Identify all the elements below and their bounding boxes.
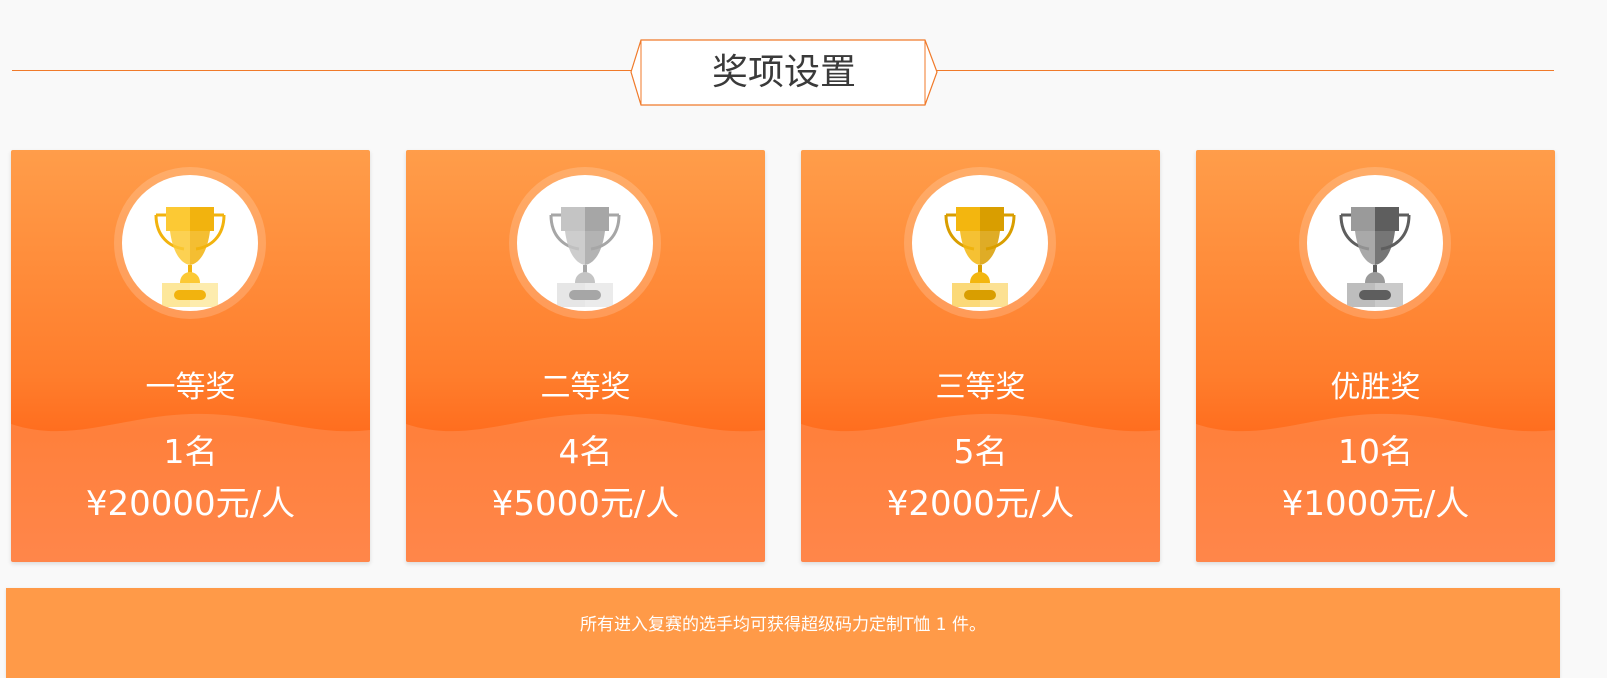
title-frame (630, 39, 938, 106)
prize-card: 二等奖 4名 ¥5000元/人 (406, 150, 765, 562)
prize-amount: ¥1000元/人 (1281, 484, 1470, 524)
section-title: 奖项设置 (711, 52, 856, 93)
prize-title: 二等奖 (540, 370, 631, 405)
prize-amount: ¥2000元/人 (886, 484, 1075, 524)
section-title-box: 奖项设置 (628, 39, 940, 106)
prize-count: 1名 (163, 432, 218, 471)
prize-count: 10名 (1338, 432, 1413, 471)
prize-card: 一等奖 1名 ¥20000元/人 (11, 150, 370, 562)
gray-trophy-icon (1339, 207, 1411, 307)
wave-decoration (1196, 413, 1555, 562)
bonus-banner-text: 所有进入复赛的选手均可获得超级码力定制T恤 1 件。 (579, 615, 986, 635)
silver-trophy-icon (549, 207, 621, 307)
gold-trophy-icon (154, 207, 226, 307)
prize-amount: ¥20000元/人 (85, 484, 296, 524)
bronze-trophy-icon (944, 207, 1016, 307)
bonus-banner: 所有进入复赛的选手均可获得超级码力定制T恤 1 件。 (6, 588, 1560, 678)
prize-count: 4名 (558, 432, 613, 471)
prize-title: 三等奖 (935, 370, 1026, 405)
trophy-badge (912, 175, 1048, 311)
prize-card: 优胜奖 10名 ¥1000元/人 (1196, 150, 1555, 562)
trophy-badge (122, 175, 258, 311)
prize-title: 优胜奖 (1330, 370, 1421, 405)
wave-decoration (11, 413, 370, 562)
prize-card: 三等奖 5名 ¥2000元/人 (801, 150, 1160, 562)
prize-count: 5名 (953, 432, 1008, 471)
trophy-badge (1307, 175, 1443, 311)
prize-title: 一等奖 (145, 370, 236, 405)
wave-decoration (406, 413, 765, 562)
wave-decoration (801, 413, 1160, 562)
trophy-badge (517, 175, 653, 311)
prize-amount: ¥5000元/人 (491, 484, 680, 524)
